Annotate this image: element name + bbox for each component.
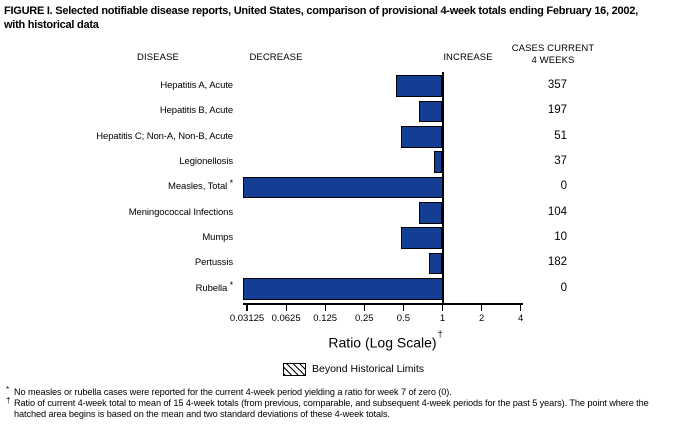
disease-label: Hepatitis B, Acute: [159, 105, 233, 117]
ratio-bar: [396, 75, 443, 97]
ratio-bar: [243, 176, 443, 199]
disease-label: Legionellosis: [179, 155, 233, 167]
ratio-bar: [401, 227, 443, 249]
figure-title: FIGURE I. Selected notifiable disease re…: [4, 4, 686, 32]
hatched-swatch-icon: [283, 363, 306, 376]
axis-tick-label: 0.125: [313, 313, 338, 324]
dagger-marker: †: [437, 329, 443, 339]
ratio-bar: [401, 126, 443, 148]
footnote-measles-rubella: * No measles or rubella cases were report…: [4, 385, 682, 398]
column-header-increase: INCREASE: [443, 52, 493, 63]
axis-tick-label: 0.03125: [229, 313, 265, 324]
disease-label: Hepatitis A, Acute: [160, 79, 233, 91]
axis-tick: [324, 303, 326, 311]
x-axis-title-text: Ratio (Log Scale): [328, 334, 437, 351]
cases-count: 10: [554, 230, 567, 243]
footnote-ratio-definition: † Ratio of current 4-week total to mean o…: [4, 395, 682, 420]
axis-tick: [246, 303, 248, 311]
ratio-bar: [419, 202, 443, 224]
ratio-bar: [419, 100, 443, 123]
cases-count: 357: [547, 78, 567, 91]
disease-label: Meningococcal Infections: [128, 206, 233, 218]
axis-tick: [520, 303, 522, 311]
axis-tick: [402, 303, 405, 311]
disease-label: Rubella *: [195, 279, 234, 294]
legend-label: Beyond Historical Limits: [312, 363, 425, 375]
cases-count: 51: [554, 129, 567, 142]
axis-tick-label: 4: [518, 313, 524, 324]
x-axis-line: [243, 303, 523, 305]
x-axis-title: Ratio (Log Scale)†: [280, 329, 490, 351]
dagger-marker: †: [6, 395, 11, 405]
cases-count: 104: [547, 205, 567, 218]
figure-title-line2: with historical data: [4, 19, 99, 31]
column-header-cases-current-4-weeks: CASES CURRENT 4 WEEKS: [511, 43, 595, 66]
asterisk-marker: *: [227, 178, 234, 189]
axis-tick-label: 1: [439, 313, 446, 324]
axis-tick: [363, 303, 365, 311]
column-header-disease: DISEASE: [137, 52, 179, 63]
footnote-text: Ratio of current 4-week total to mean of…: [14, 397, 649, 419]
ratio-bar: [243, 278, 443, 300]
cases-count: 182: [547, 256, 567, 269]
figure-title-line1: FIGURE I. Selected notifiable disease re…: [4, 5, 638, 17]
disease-label: Mumps: [202, 231, 233, 243]
disease-label: Hepatitis C; Non-A, Non-B, Acute: [96, 130, 233, 142]
footnote-text: No measles or rubella cases were reporte…: [14, 387, 452, 397]
cases-count: 0: [560, 180, 567, 193]
disease-label: Pertussis: [194, 257, 233, 269]
axis-tick: [441, 303, 444, 311]
axis-tick-label: 0.25: [355, 313, 374, 324]
axis-tick: [285, 303, 287, 311]
axis-tick-label: 0.5: [396, 313, 410, 324]
axis-tick-label: 0.0625: [271, 313, 301, 324]
axis-tick-label: 2: [478, 313, 485, 324]
asterisk-marker: *: [227, 279, 234, 290]
cases-count: 37: [554, 154, 567, 167]
footnotes: * No measles or rubella cases were report…: [4, 385, 682, 420]
cases-count: 197: [547, 104, 567, 117]
baseline-line: [441, 72, 444, 304]
column-header-decrease: DECREASE: [249, 52, 303, 63]
axis-tick: [481, 303, 483, 311]
ratio-bar: [429, 252, 443, 275]
disease-label: Measles, Total *: [168, 178, 234, 193]
cases-count: 0: [560, 281, 567, 294]
asterisk-marker: *: [6, 385, 10, 394]
